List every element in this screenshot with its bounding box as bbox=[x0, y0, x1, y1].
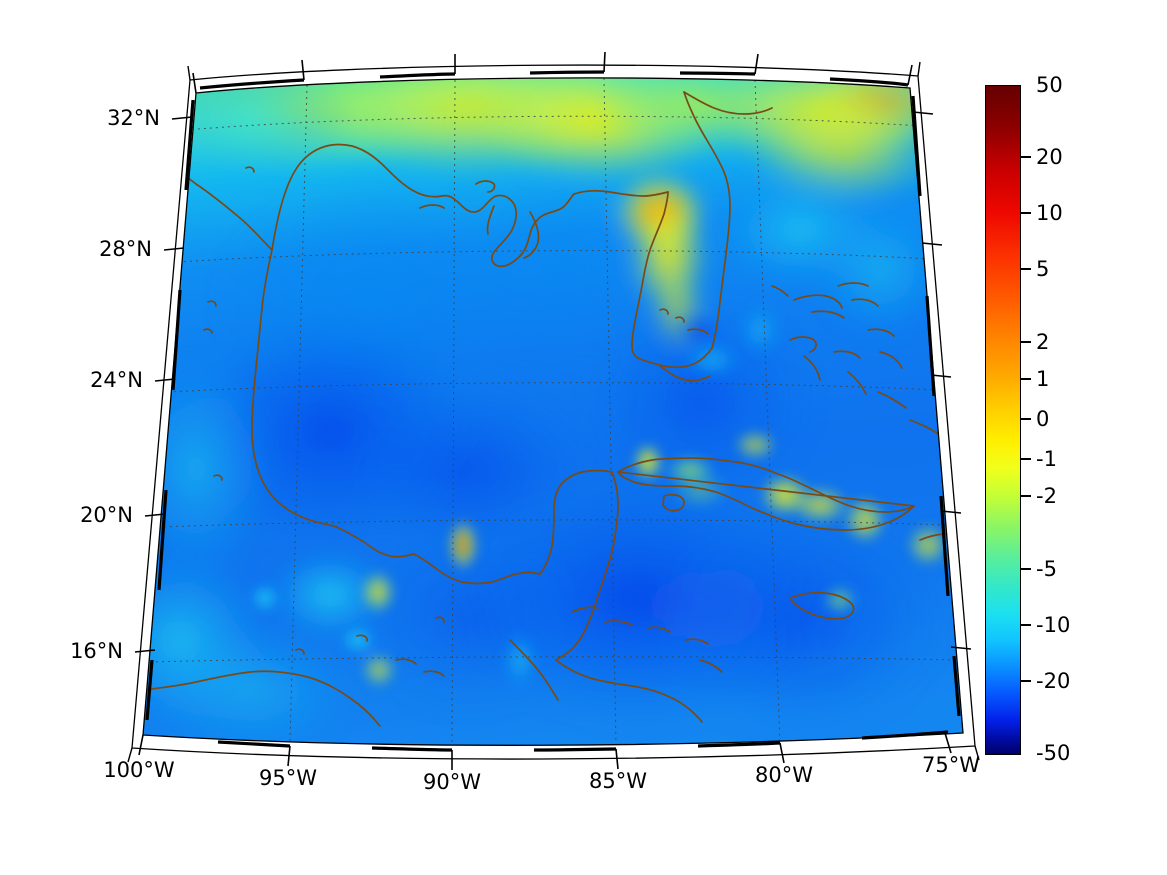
graticule bbox=[149, 77, 959, 746]
colorbar-tick-label: -2 bbox=[1036, 483, 1057, 508]
lat-tick-label-28n: 28°N bbox=[99, 237, 152, 261]
colorbar-tick-label: -1 bbox=[1036, 447, 1057, 472]
colorbar-tick-label: -5 bbox=[1036, 557, 1057, 582]
colorbar-gradient bbox=[985, 85, 1021, 755]
lat-tick-label-20n: 20°N bbox=[80, 503, 133, 527]
colorbar-tick-mark bbox=[1021, 624, 1031, 626]
scalar-field bbox=[143, 77, 963, 746]
colorbar-tick-label: -50 bbox=[1036, 741, 1071, 765]
colorbar-tick-mark bbox=[1021, 156, 1031, 159]
lon-tick-label-75w: 75°W bbox=[922, 753, 980, 777]
colorbar-tick-mark bbox=[1021, 458, 1031, 461]
y-tick-marks bbox=[134, 116, 193, 653]
colorbar-tick-mark bbox=[1021, 418, 1031, 420]
x-tick-marks-top bbox=[192, 51, 913, 94]
coastlines bbox=[143, 91, 963, 727]
colorbar-tick-label: 10 bbox=[1036, 200, 1063, 225]
colorbar-tick-label: 2 bbox=[1036, 330, 1050, 355]
map-panel: 32°N 28°N 24°N 20°N 16°N 100°W 95°W 90°W… bbox=[70, 51, 980, 794]
colorbar-tick-mark bbox=[1021, 267, 1031, 270]
lat-tick-label-24n: 24°N bbox=[90, 368, 143, 392]
colorbar-tick-label: 20 bbox=[1036, 145, 1063, 170]
lat-tick-label-16n: 16°N bbox=[70, 639, 123, 663]
colorbar-tick-mark bbox=[1021, 341, 1031, 344]
lon-tick-label-90w: 90°W bbox=[423, 770, 481, 794]
colorbar-tick-mark bbox=[1021, 568, 1031, 571]
lon-tick-label-85w: 85°W bbox=[589, 769, 647, 793]
y-tick-marks-right bbox=[912, 111, 972, 650]
map-frame bbox=[127, 51, 980, 770]
colorbar-tick-label: 50 bbox=[1036, 73, 1063, 97]
colorbar-tick-label: -20 bbox=[1036, 668, 1071, 693]
colorbar-tick-mark bbox=[1021, 679, 1031, 682]
colorbar-tick-mark bbox=[1021, 211, 1031, 214]
colorbar-tick-label: 5 bbox=[1036, 256, 1050, 281]
colorbar-tick-label: 1 bbox=[1036, 366, 1050, 391]
colorbar-tick-label: 0 bbox=[1036, 407, 1050, 431]
colorbar-tick-mark bbox=[1021, 377, 1031, 380]
colorbar-tick-label: -10 bbox=[1036, 613, 1071, 637]
lat-tick-label-32n: 32°N bbox=[107, 106, 160, 130]
colorbar-tick-mark bbox=[1021, 494, 1031, 497]
colorbar: 50 20 10 5 2 1 0 -1 -2 -5 -10 -20 -50 bbox=[985, 73, 1167, 780]
x-tick-marks bbox=[138, 732, 952, 770]
lon-tick-label-80w: 80°W bbox=[755, 763, 813, 787]
lon-tick-label-100w: 100°W bbox=[103, 758, 175, 782]
map-plot-area bbox=[127, 51, 980, 770]
lon-tick-label-95w: 95°W bbox=[259, 766, 317, 790]
